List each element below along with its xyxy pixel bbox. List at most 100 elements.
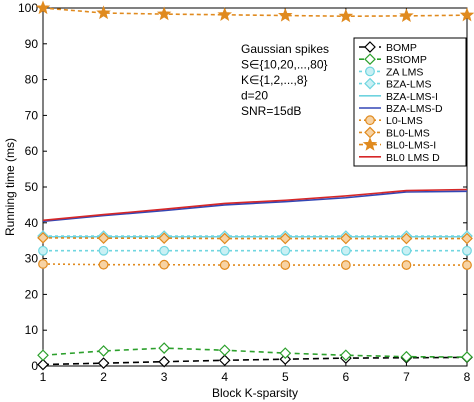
y-tick-label: 10 xyxy=(25,323,39,337)
series-line-l0-lms xyxy=(42,263,467,266)
data-point-bl0-lms-i xyxy=(156,6,172,21)
data-point-za-lms xyxy=(159,245,170,256)
data-point-l0-lms xyxy=(401,260,412,270)
legend-label-bza-lms-d: BZA-LMS-D xyxy=(386,103,443,115)
data-point-bl0-lms xyxy=(97,232,110,245)
data-point-bl0-lms xyxy=(218,232,231,245)
data-point-bl0-lms xyxy=(461,232,473,245)
data-point-l0-lms xyxy=(159,259,170,270)
plot-series xyxy=(35,0,474,371)
legend-label-za-lms: ZA LMS xyxy=(386,66,423,78)
annotation-line: SNR=15dB xyxy=(241,104,301,118)
series-bl0-lms-i xyxy=(35,0,474,23)
annotation-line: K∈{1,2,...,8} xyxy=(241,73,308,87)
y-tick-label: 80 xyxy=(25,73,39,87)
data-point-bstomp xyxy=(461,351,473,363)
y-tick-label: 0 xyxy=(31,359,38,373)
legend-marker-bstomp xyxy=(364,53,376,66)
y-tick-label: 100 xyxy=(18,1,38,15)
series-bstomp xyxy=(37,342,473,363)
legend-marker-l0-lms xyxy=(365,115,375,126)
x-tick-label: 4 xyxy=(221,370,228,384)
annotation-block: Gaussian spikes S∈{10,20,...,80}K∈{1,2,..… xyxy=(241,42,329,118)
legend-label-bl0-lms-d: BL0 LMS D xyxy=(386,152,440,164)
y-tick-label: 50 xyxy=(25,180,39,194)
legend-label-bomp: BOMP xyxy=(386,42,417,54)
data-point-bstomp xyxy=(400,350,413,363)
series-bl0-lms xyxy=(37,231,473,245)
data-point-l0-lms xyxy=(98,259,109,270)
data-point-bl0-lms-i xyxy=(35,0,51,15)
data-point-bl0-lms-i xyxy=(96,5,111,20)
series-line-bstomp xyxy=(42,347,468,358)
data-point-bstomp xyxy=(37,349,49,362)
data-point-l0-lms xyxy=(280,260,291,270)
data-point-bl0-lms xyxy=(340,232,352,245)
data-point-bl0-lms-i xyxy=(338,8,354,23)
data-point-bomp xyxy=(37,358,49,371)
data-point-bomp xyxy=(97,357,110,369)
data-point-bl0-lms-i xyxy=(278,7,293,22)
x-axis-label: Block K-sparsity xyxy=(212,386,298,400)
series-line-bl0-lms-d xyxy=(42,188,468,222)
y-tick-label: 30 xyxy=(25,252,39,266)
data-point-l0-lms xyxy=(38,259,48,269)
x-tick-label: 5 xyxy=(282,370,289,384)
series-bl0-lms-d xyxy=(42,188,468,222)
data-point-bstomp xyxy=(279,347,292,359)
legend-marker-za-lms xyxy=(365,66,375,77)
data-point-l0-lms xyxy=(219,260,230,270)
series-line-bl0-lms xyxy=(42,237,467,240)
legend-label-bl0-lms-i: BL0-LMS-I xyxy=(386,140,436,152)
annotation-line: d=20 xyxy=(241,89,268,103)
data-point-bl0-lms xyxy=(37,231,49,244)
series-line-bl0-lms-i xyxy=(42,7,468,18)
x-tick-label: 6 xyxy=(343,370,350,384)
series-l0-lms xyxy=(38,259,472,270)
y-tick-label: 60 xyxy=(25,144,39,158)
y-tick-label: 70 xyxy=(25,108,39,122)
data-point-bstomp xyxy=(340,349,352,362)
data-point-bl0-lms xyxy=(400,232,413,245)
data-point-bomp xyxy=(218,354,231,367)
data-point-bl0-lms-i xyxy=(399,8,414,23)
legend-label-bstomp: BStOMP xyxy=(386,54,427,66)
y-axis-label: Running time (ms) xyxy=(3,138,17,236)
data-point-bstomp xyxy=(97,345,110,357)
legend-marker-bomp xyxy=(364,41,376,53)
data-point-za-lms xyxy=(219,245,230,256)
y-tick-label: 90 xyxy=(25,37,39,51)
legend-marker-bl0-lms-i xyxy=(362,136,378,151)
annotation-line: Gaussian spikes xyxy=(241,42,329,56)
data-point-bomp xyxy=(279,353,292,366)
data-point-za-lms xyxy=(38,245,48,256)
series-za-lms xyxy=(38,245,472,256)
legend-label-bza-lms-i: BZA-LMS-I xyxy=(386,91,438,103)
data-point-za-lms xyxy=(280,245,291,256)
data-point-za-lms xyxy=(98,245,109,256)
legend-label-bza-lms: BZA-LMS xyxy=(386,79,432,91)
data-point-za-lms xyxy=(462,245,472,256)
y-tick-label: 40 xyxy=(25,216,39,230)
data-point-bl0-lms xyxy=(279,232,292,245)
legend-marker-bza-lms xyxy=(364,77,376,90)
series-bza-lms-d xyxy=(42,190,468,223)
annotation-line: S∈{10,20,...,80} xyxy=(241,58,328,72)
data-point-l0-lms xyxy=(340,260,351,270)
data-point-bomp xyxy=(158,355,170,368)
x-tick-label: 7 xyxy=(403,370,410,384)
x-tick-label: 3 xyxy=(161,370,168,384)
data-point-bl0-lms xyxy=(158,232,170,245)
data-point-bl0-lms-i xyxy=(459,7,474,22)
data-point-l0-lms xyxy=(462,260,472,270)
series-line-bomp xyxy=(42,356,468,366)
y-tick-label: 20 xyxy=(25,287,39,301)
legend-label-bl0-lms: BL0-LMS xyxy=(386,127,430,139)
data-point-bstomp xyxy=(158,342,170,354)
data-point-za-lms xyxy=(401,245,412,256)
series-line-bza-lms-d xyxy=(42,190,468,223)
legend-label-l0-lms: L0-LMS xyxy=(386,115,423,127)
